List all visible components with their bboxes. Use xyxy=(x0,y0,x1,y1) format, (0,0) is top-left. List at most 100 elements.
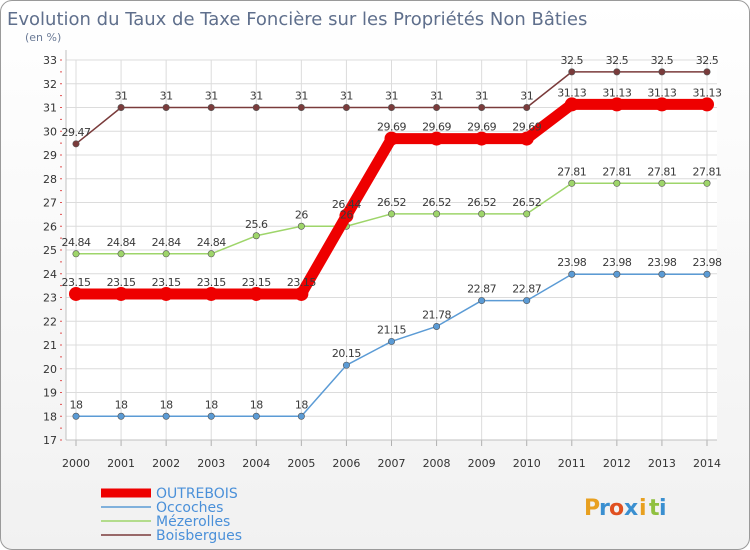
x-tick-label: 2005 xyxy=(287,457,315,470)
logo-letter: x xyxy=(624,496,638,521)
data-point xyxy=(297,222,305,230)
x-tick-label: 2010 xyxy=(513,457,541,470)
data-label: 31.13 xyxy=(693,86,722,99)
y-tick-label: 17 xyxy=(43,434,57,447)
grid xyxy=(66,59,717,441)
x-tick-label: 2014 xyxy=(693,457,721,470)
x-tick-label: 2000 xyxy=(62,457,90,470)
data-label: 18 xyxy=(295,398,308,411)
legend-label: OUTREBOIS xyxy=(156,486,238,502)
x-tick-label: 2006 xyxy=(332,457,360,470)
data-point xyxy=(207,104,215,112)
data-point xyxy=(162,412,170,420)
data-point xyxy=(523,297,531,305)
data-point xyxy=(252,104,260,112)
x-tick-label: 2009 xyxy=(468,457,496,470)
data-label: 26.52 xyxy=(422,196,451,209)
data-point xyxy=(478,210,486,218)
data-point xyxy=(339,208,354,223)
data-label: 21.78 xyxy=(422,308,451,321)
data-label: 18 xyxy=(205,398,218,411)
y-tick-label: 18 xyxy=(43,410,57,423)
data-label: 32.5 xyxy=(561,54,584,67)
data-point xyxy=(613,270,621,278)
x-tick-label: 2001 xyxy=(107,457,135,470)
data-label: 25.6 xyxy=(245,218,268,231)
data-point xyxy=(297,104,305,112)
y-tick-label: 33 xyxy=(43,54,57,67)
data-label: 21.15 xyxy=(377,323,406,336)
data-label: 23.15 xyxy=(242,276,271,289)
y-tick-label: 23 xyxy=(43,292,57,305)
data-label: 24.84 xyxy=(107,236,136,249)
y-tick-label: 22 xyxy=(43,315,57,328)
data-point xyxy=(609,97,624,112)
data-label: 31 xyxy=(250,90,263,103)
data-point xyxy=(703,270,711,278)
data-label: 27.81 xyxy=(693,165,722,178)
legend-label: Boisbergues xyxy=(156,528,242,544)
y-tick-label: 19 xyxy=(43,387,57,400)
data-label: 31 xyxy=(115,90,128,103)
data-label: 27.81 xyxy=(647,165,676,178)
data-point xyxy=(159,286,174,301)
data-label: 22.87 xyxy=(467,283,496,296)
y-tick-label: 20 xyxy=(43,363,57,376)
logo-letter: r xyxy=(599,496,610,521)
x-tick-label: 2012 xyxy=(603,457,631,470)
x-tick-label: 2008 xyxy=(423,457,451,470)
y-tick-label: 26 xyxy=(43,220,57,233)
y-tick-label: 29 xyxy=(43,149,57,162)
data-point xyxy=(294,286,309,301)
data-point xyxy=(478,104,486,112)
data-point xyxy=(342,104,350,112)
logo-letter: P xyxy=(584,496,600,521)
data-label: 23.98 xyxy=(693,256,722,269)
legend-label: Mézerolles xyxy=(156,514,230,530)
data-point xyxy=(252,412,260,420)
y-tick-label: 30 xyxy=(43,125,57,138)
data-label: 26 xyxy=(340,208,353,221)
x-tick-label: 2007 xyxy=(378,457,406,470)
data-point xyxy=(523,210,531,218)
data-label: 26.44 xyxy=(332,198,361,211)
data-label: 23.98 xyxy=(647,256,676,269)
logo-letter: i xyxy=(659,496,667,521)
data-label: 29.69 xyxy=(377,121,406,134)
data-label: 23.98 xyxy=(602,256,631,269)
data-point xyxy=(658,179,666,187)
data-point xyxy=(568,179,576,187)
data-label: 31 xyxy=(430,90,443,103)
data-point xyxy=(703,68,711,76)
data-label: 23.15 xyxy=(152,276,181,289)
y-tick-label: 21 xyxy=(43,339,57,352)
data-point xyxy=(249,286,264,301)
data-label: 23.15 xyxy=(197,276,226,289)
data-label: 18 xyxy=(250,398,263,411)
data-label: 32.5 xyxy=(696,54,719,67)
data-point xyxy=(658,68,666,76)
data-point xyxy=(474,131,489,146)
data-label: 26.52 xyxy=(512,196,541,209)
data-label: 24.84 xyxy=(152,236,181,249)
data-label: 29.69 xyxy=(422,121,451,134)
y-tick-label: 27 xyxy=(43,197,57,210)
data-point xyxy=(433,210,441,218)
data-label: 31 xyxy=(295,90,308,103)
data-label: 29.47 xyxy=(62,126,91,139)
x-tick-label: 2004 xyxy=(242,457,270,470)
data-label: 29.69 xyxy=(467,121,496,134)
data-label: 18 xyxy=(70,398,83,411)
data-label: 18 xyxy=(115,398,128,411)
data-point xyxy=(613,68,621,76)
data-label: 22.87 xyxy=(512,283,541,296)
data-point xyxy=(384,131,399,146)
y-tick-label: 28 xyxy=(43,173,57,186)
axes: 17 18 19 20 21 22 23 24 25 26 27 28 29 30 31 32 33 2000 20… xyxy=(43,50,721,470)
data-point xyxy=(72,250,80,258)
data-label: 26 xyxy=(295,208,308,221)
data-label: 31 xyxy=(475,90,488,103)
data-point xyxy=(568,68,576,76)
data-label: 31.13 xyxy=(647,86,676,99)
